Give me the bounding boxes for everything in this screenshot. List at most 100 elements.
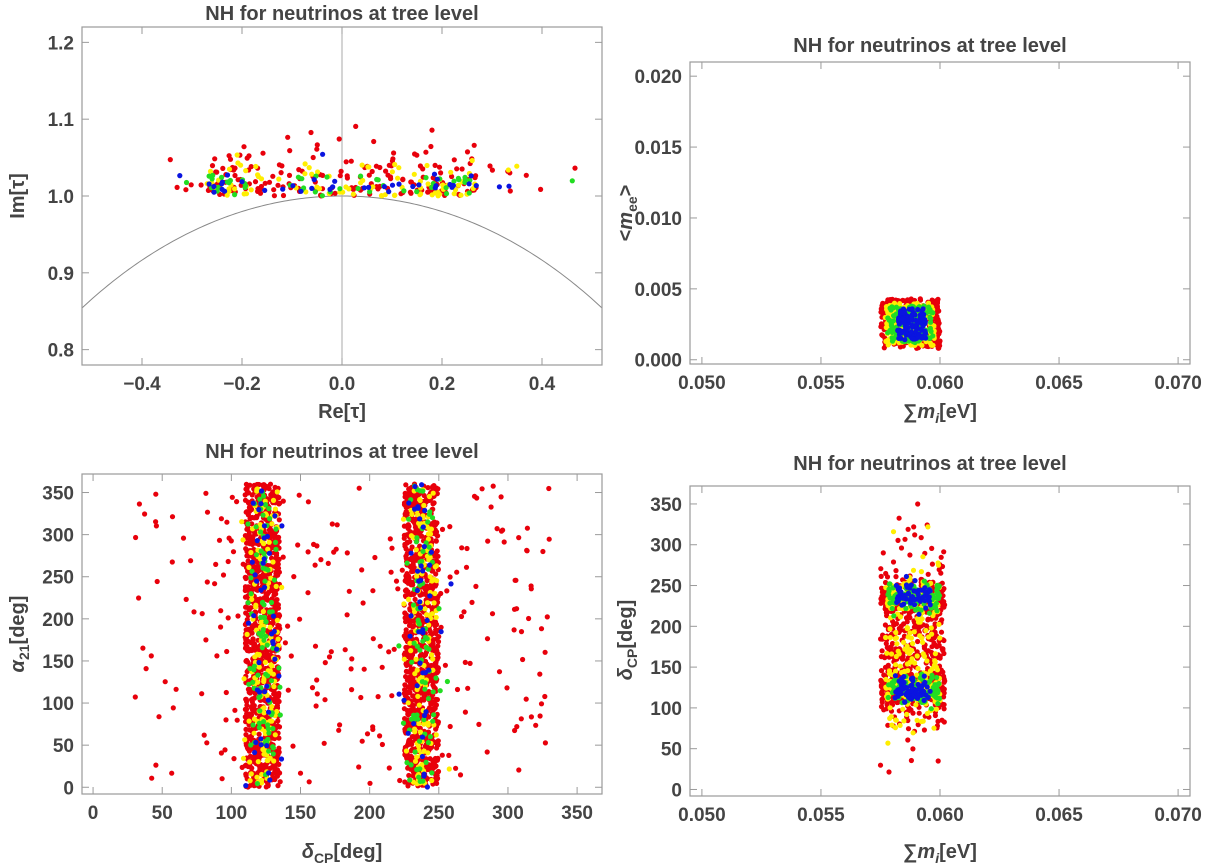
scatter-point-yellow bbox=[890, 529, 897, 535]
scatter-point-red bbox=[935, 345, 942, 351]
scatter-point-red bbox=[407, 189, 413, 195]
scatter-point-red bbox=[538, 701, 545, 707]
scatter-point-green bbox=[257, 693, 263, 699]
scatter-point-red bbox=[257, 754, 263, 760]
scatter-point-blue bbox=[243, 783, 249, 789]
scatter-point-red bbox=[244, 706, 250, 712]
scatter-point-blue bbox=[427, 562, 433, 568]
scatter-point-green bbox=[416, 619, 422, 626]
panel1-y-ticks: 0.80.91.01.11.2 bbox=[48, 33, 602, 362]
scatter-point-red bbox=[229, 494, 235, 500]
scatter-point-yellow bbox=[424, 612, 430, 618]
scatter-point-green bbox=[260, 629, 266, 635]
scatter-point-yellow bbox=[927, 668, 934, 674]
scatter-point-green bbox=[422, 686, 428, 692]
scatter-point-red bbox=[191, 609, 197, 615]
scatter-point-green bbox=[265, 673, 271, 679]
scatter-point-blue bbox=[211, 189, 217, 195]
scatter-point-red bbox=[895, 537, 901, 544]
scatter-point-red bbox=[218, 608, 224, 614]
scatter-point-red bbox=[276, 761, 282, 768]
scatter-point-red bbox=[572, 165, 578, 171]
scatter-point-yellow bbox=[431, 600, 437, 606]
scatter-point-green bbox=[928, 328, 934, 334]
scatter-point-green bbox=[423, 644, 430, 651]
scatter-point-red bbox=[275, 601, 281, 608]
scatter-point-green bbox=[358, 173, 364, 179]
scatter-point-red bbox=[513, 577, 519, 583]
scatter-point-green bbox=[889, 605, 895, 612]
scatter-point-red bbox=[524, 547, 530, 554]
scatter-point-blue bbox=[245, 620, 252, 626]
scatter-point-yellow bbox=[270, 671, 276, 677]
scatter-point-red bbox=[272, 484, 278, 490]
scatter-point-red bbox=[453, 765, 459, 771]
scatter-point-green bbox=[263, 619, 269, 625]
scatter-point-red bbox=[308, 129, 314, 136]
scatter-point-blue bbox=[496, 184, 502, 190]
scatter-point-red bbox=[278, 170, 284, 176]
scatter-point-yellow bbox=[417, 729, 424, 735]
scatter-point-red bbox=[523, 172, 529, 178]
panel1-title: NH for neutrinos at tree level bbox=[205, 3, 478, 25]
scatter-point-yellow bbox=[920, 639, 926, 646]
scatter-point-red bbox=[393, 578, 400, 584]
scatter-point-blue bbox=[913, 328, 919, 334]
scatter-point-green bbox=[423, 759, 429, 766]
scatter-point-yellow bbox=[303, 189, 309, 195]
panel4-points bbox=[877, 501, 948, 775]
scatter-point-red bbox=[904, 619, 910, 625]
scatter-point-blue bbox=[899, 316, 906, 322]
scatter-point-red bbox=[934, 313, 940, 319]
scatter-point-red bbox=[275, 718, 281, 724]
scatter-point-red bbox=[507, 188, 513, 194]
scatter-point-green bbox=[431, 712, 437, 718]
scatter-point-red bbox=[154, 578, 160, 585]
scatter-point-red bbox=[542, 649, 548, 655]
y-tick-label: 0.8 bbox=[48, 341, 74, 362]
scatter-point-red bbox=[411, 564, 417, 571]
scatter-point-yellow bbox=[257, 522, 263, 528]
scatter-point-red bbox=[269, 771, 276, 778]
scatter-point-red bbox=[449, 173, 455, 180]
scatter-point-green bbox=[261, 637, 267, 643]
scatter-point-yellow bbox=[433, 563, 440, 569]
scatter-point-red bbox=[931, 635, 937, 641]
scatter-point-yellow bbox=[883, 634, 889, 641]
scatter-point-red bbox=[938, 629, 945, 635]
scatter-point-red bbox=[183, 596, 189, 603]
scatter-point-green bbox=[355, 185, 361, 192]
scatter-point-red bbox=[267, 481, 274, 487]
scatter-point-yellow bbox=[910, 640, 916, 647]
scatter-point-red bbox=[442, 662, 448, 668]
scatter-point-blue bbox=[420, 524, 426, 530]
scatter-point-blue bbox=[266, 709, 272, 715]
scatter-point-red bbox=[498, 494, 504, 500]
scatter-point-red bbox=[356, 764, 362, 770]
scatter-point-yellow bbox=[346, 186, 352, 192]
scatter-point-red bbox=[275, 622, 281, 629]
scatter-point-red bbox=[408, 555, 414, 562]
scatter-point-red bbox=[254, 515, 260, 521]
scatter-point-yellow bbox=[405, 596, 412, 603]
scatter-point-yellow bbox=[885, 342, 891, 348]
scatter-point-yellow bbox=[913, 702, 919, 708]
scatter-point-red bbox=[879, 690, 885, 697]
scatter-point-red bbox=[406, 772, 412, 779]
scatter-point-red bbox=[328, 649, 334, 655]
scatter-point-red bbox=[234, 499, 240, 505]
scatter-point-green bbox=[417, 778, 423, 785]
scatter-point-blue bbox=[249, 559, 255, 565]
scatter-point-red bbox=[353, 123, 359, 129]
scatter-point-red bbox=[371, 138, 377, 145]
scatter-point-blue bbox=[258, 736, 264, 742]
scatter-point-green bbox=[246, 681, 252, 687]
scatter-point-yellow bbox=[408, 648, 414, 654]
scatter-point-red bbox=[439, 526, 446, 533]
x-tick-label: 150 bbox=[285, 803, 317, 824]
panel1-x-label: Re[τ] bbox=[318, 401, 366, 423]
scatter-point-red bbox=[246, 153, 252, 159]
scatter-point-yellow bbox=[505, 167, 511, 173]
scatter-point-blue bbox=[915, 318, 921, 324]
scatter-point-red bbox=[248, 734, 254, 740]
